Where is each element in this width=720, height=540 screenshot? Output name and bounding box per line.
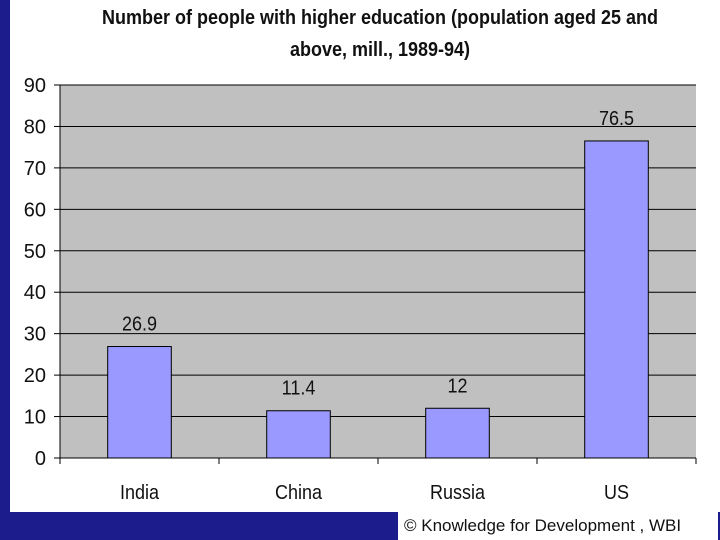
- y-tick-label: 70: [24, 158, 46, 180]
- y-tick-label: 0: [35, 448, 46, 470]
- copyright-footer: © Knowledge for Development , WBI: [398, 512, 718, 540]
- bar-us: [584, 140, 649, 459]
- y-tick-label: 90: [24, 75, 46, 97]
- bar-india: [107, 346, 172, 459]
- y-tick-label: 10: [24, 407, 46, 429]
- data-label-us: 76.5: [599, 108, 634, 130]
- y-tick-label: 60: [24, 199, 46, 221]
- category-label-china: China: [275, 482, 322, 504]
- labels: 0 10 20 30 40 50 60 70 80 90 26.9 India 11.4 China 12 R…: [24, 75, 634, 504]
- y-tick-label: 80: [24, 116, 46, 138]
- bar-china: [266, 410, 331, 459]
- data-label-china: 11.4: [282, 378, 316, 400]
- category-label-india: India: [120, 482, 159, 504]
- category-label-us: US: [604, 482, 629, 504]
- bars: [107, 140, 649, 459]
- bar-chart: 0 10 20 30 40 50 60 70 80 90 26.9 India 11.4 China 12 R…: [24, 75, 697, 504]
- category-label-russia: Russia: [430, 482, 485, 504]
- data-label-russia: 12: [447, 375, 467, 397]
- axes: [54, 84, 697, 464]
- y-tick-label: 30: [24, 324, 46, 346]
- slide: Number of people with higher education (…: [10, 0, 720, 512]
- data-label-india: 26.9: [122, 314, 157, 336]
- y-tick-label: 50: [24, 241, 46, 263]
- chart-title: Number of people with higher education (…: [101, 7, 659, 61]
- bar-russia: [425, 407, 490, 459]
- y-tick-label: 40: [24, 282, 46, 304]
- y-tick-label: 20: [24, 365, 46, 387]
